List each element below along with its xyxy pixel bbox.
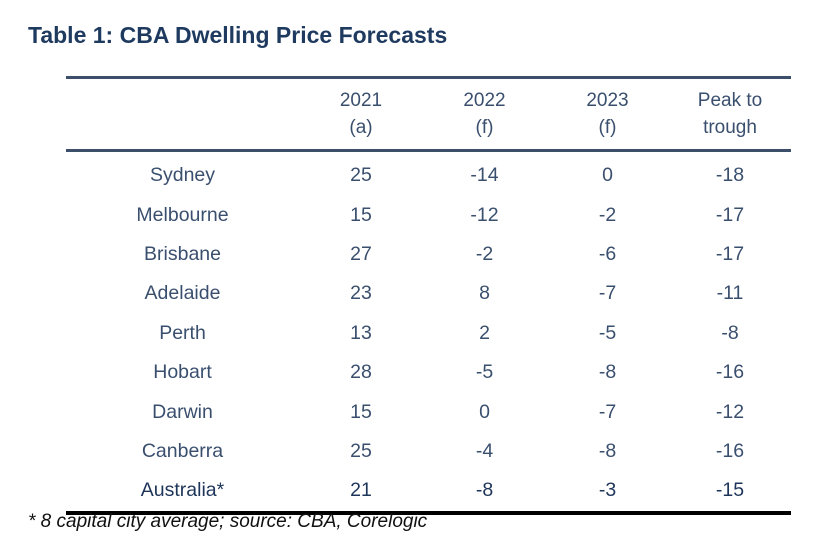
value-2023-cell: -5 [598, 321, 617, 344]
footnote: * 8 capital city average; source: CBA, C… [28, 511, 428, 532]
peak-to-trough-cell: -8 [721, 321, 739, 344]
header-2022-note: (f) [475, 117, 494, 138]
value-2022-cell: -4 [475, 439, 494, 462]
table-row: Sydney 25 -14 0 -18 [66, 156, 791, 195]
value-2023-cell: -7 [598, 400, 617, 423]
peak-to-trough-cell: -11 [716, 282, 744, 305]
value-2022-cell: 2 [479, 321, 490, 344]
value-2023-cell: -3 [598, 479, 617, 502]
value-2021-cell: 25 [350, 439, 372, 462]
header-2021-note: (a) [349, 117, 373, 138]
city-cell: Sydney [149, 164, 216, 187]
city-cell: Australia* [140, 479, 225, 502]
value-2023-cell: -6 [598, 242, 617, 265]
table-row: Melbourne 15 -12 -2 -17 [66, 195, 791, 234]
city-cell: Melbourne [136, 203, 229, 226]
peak-to-trough-cell: -16 [715, 439, 745, 462]
table-row: Perth 13 2 -5 -8 [66, 314, 791, 353]
city-cell: Brisbane [144, 242, 221, 265]
forecast-table: 2021 (a) 2022 (f) 2023 (f) Peak to troug… [66, 76, 791, 515]
header-2022: 2022 (f) [423, 87, 546, 141]
city-cell: Darwin [152, 400, 213, 423]
header-2022-year: 2022 [463, 90, 506, 111]
value-2021-cell: 28 [350, 361, 372, 384]
value-2023-cell: -7 [598, 282, 617, 305]
value-2021-cell: 15 [350, 400, 372, 423]
city-cell: Adelaide [144, 282, 221, 305]
value-2023-cell: 0 [602, 164, 613, 187]
table-header-rule [66, 149, 791, 152]
value-2021-cell: 25 [350, 164, 372, 187]
peak-to-trough-cell: -17 [715, 242, 745, 265]
table-top-rule [66, 76, 791, 79]
city-cell: Canberra [141, 439, 224, 462]
header-peak-to-trough: Peak to trough [669, 87, 791, 141]
table-row: Darwin 15 0 -7 -12 [66, 392, 791, 431]
header-2023-note: (f) [598, 117, 617, 138]
table-row-total: Australia* 21 -8 -3 -15 [66, 471, 791, 510]
peak-to-trough-cell: -12 [715, 400, 745, 423]
table-row: Canberra 25 -4 -8 -16 [66, 432, 791, 471]
value-2023-cell: -8 [598, 361, 617, 384]
value-2021-cell: 21 [350, 479, 372, 502]
city-cell: Hobart [153, 361, 212, 384]
header-peak-line2: trough [703, 117, 757, 138]
table-bottom-rule [66, 510, 791, 515]
value-2022-cell: 8 [479, 282, 490, 305]
value-2023-cell: -2 [598, 203, 617, 226]
value-2021-cell: 13 [350, 321, 372, 344]
header-2023-year: 2023 [586, 90, 629, 111]
city-cell: Perth [159, 321, 206, 344]
table-row: Hobart 28 -5 -8 -16 [66, 353, 791, 392]
header-peak-line1: Peak to [697, 90, 763, 111]
peak-to-trough-cell: -16 [715, 361, 745, 384]
value-2021-cell: 15 [350, 203, 372, 226]
value-2021-cell: 23 [350, 282, 372, 305]
header-2023: 2023 (f) [546, 87, 669, 141]
page-title: Table 1: CBA Dwelling Price Forecasts [28, 22, 448, 48]
table-row: Brisbane 27 -2 -6 -17 [66, 235, 791, 274]
value-2022-cell: -2 [475, 242, 494, 265]
peak-to-trough-cell: -17 [715, 203, 745, 226]
value-2022-cell: -12 [470, 203, 499, 226]
value-2022-cell: 0 [479, 400, 490, 423]
value-2022-cell: -5 [475, 361, 494, 384]
table-row: Adelaide 23 8 -7 -11 [66, 274, 791, 313]
value-2021-cell: 27 [350, 242, 372, 265]
value-2023-cell: -8 [598, 439, 617, 462]
peak-to-trough-cell: -15 [715, 479, 745, 502]
value-2022-cell: -14 [470, 164, 499, 187]
header-2021: 2021 (a) [299, 87, 423, 141]
peak-to-trough-cell: -18 [715, 164, 745, 187]
header-2021-year: 2021 [339, 90, 383, 111]
table-header: 2021 (a) 2022 (f) 2023 (f) Peak to troug… [66, 79, 791, 149]
value-2022-cell: -8 [475, 479, 494, 502]
